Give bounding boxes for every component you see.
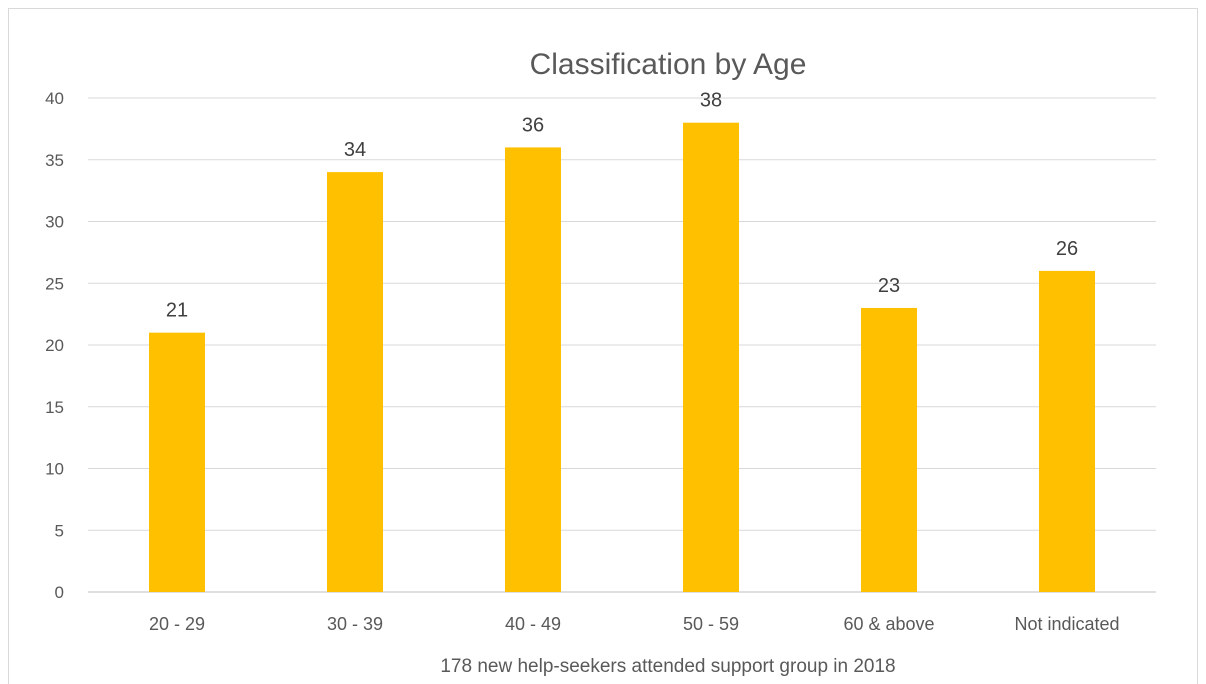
y-tick-label: 15 bbox=[45, 398, 64, 417]
bar bbox=[1039, 270, 1095, 592]
bars bbox=[149, 122, 1095, 592]
x-axis-title: 178 new help-seekers attended support gr… bbox=[440, 656, 895, 677]
data-label: 23 bbox=[878, 275, 900, 297]
bar bbox=[683, 122, 739, 592]
category-label: 40 - 49 bbox=[505, 614, 561, 634]
y-tick-label: 40 bbox=[45, 89, 64, 108]
bar bbox=[327, 172, 383, 592]
y-axis-ticks: 0 5 10 15 20 25 30 35 40 bbox=[45, 89, 64, 602]
bar bbox=[861, 307, 917, 592]
y-tick-label: 20 bbox=[45, 336, 64, 355]
category-label: 50 - 59 bbox=[683, 614, 739, 634]
bar bbox=[505, 147, 561, 592]
category-label: 20 - 29 bbox=[149, 614, 205, 634]
y-tick-label: 35 bbox=[45, 151, 64, 170]
data-labels: 21 34 36 38 23 26 bbox=[166, 90, 1078, 322]
gridlines bbox=[88, 97, 1156, 531]
category-label: Not indicated bbox=[1014, 614, 1119, 634]
data-label: 38 bbox=[700, 90, 722, 112]
data-label: 21 bbox=[166, 300, 188, 322]
y-tick-label: 0 bbox=[55, 583, 64, 602]
data-label: 26 bbox=[1056, 238, 1078, 260]
data-label: 36 bbox=[522, 114, 544, 136]
data-label: 34 bbox=[344, 139, 366, 161]
chart-title: Classification by Age bbox=[530, 48, 807, 81]
y-tick-label: 5 bbox=[55, 521, 64, 540]
category-label: 60 & above bbox=[843, 614, 934, 634]
category-labels: 20 - 29 30 - 39 40 - 49 50 - 59 60 & above No… bbox=[149, 614, 1120, 634]
y-tick-label: 30 bbox=[45, 213, 64, 232]
bar bbox=[149, 332, 205, 592]
chart-frame bbox=[8, 8, 1198, 684]
category-label: 30 - 39 bbox=[327, 614, 383, 634]
y-tick-label: 10 bbox=[45, 460, 64, 479]
y-tick-label: 25 bbox=[45, 274, 64, 293]
